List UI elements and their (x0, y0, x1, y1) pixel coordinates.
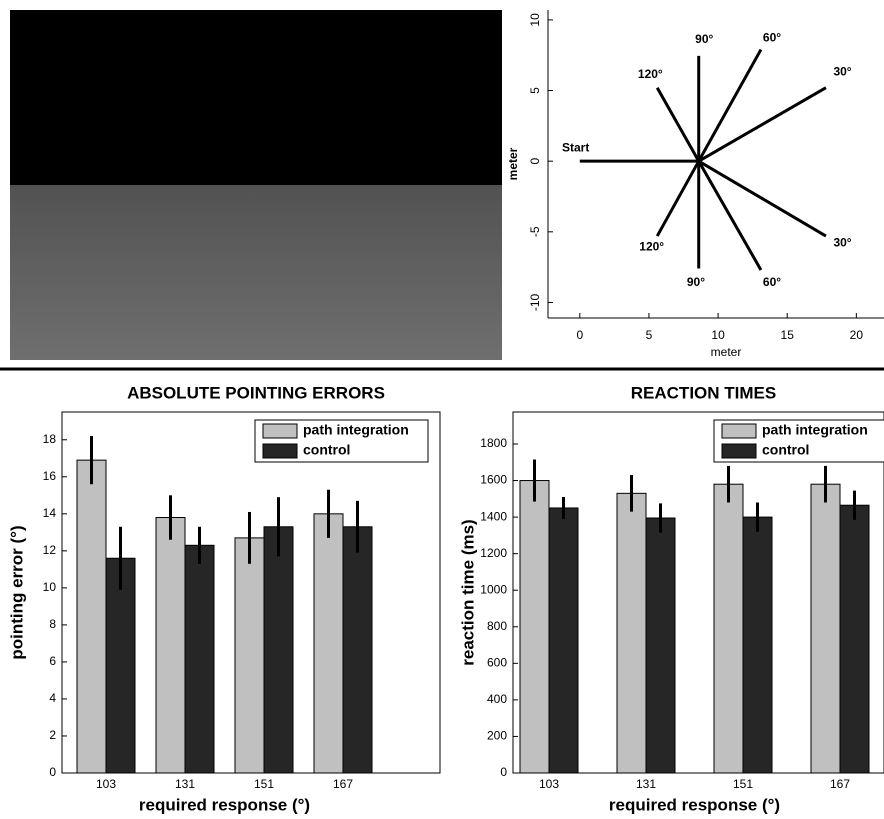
bar (742, 516, 773, 774)
y-tick-label: 18 (43, 432, 57, 446)
y-tick-label: 2 (49, 728, 56, 742)
legend-swatch (721, 423, 757, 439)
legend-swatch (262, 443, 298, 459)
bar (519, 480, 550, 774)
bar (105, 557, 136, 774)
x-tick-label: 167 (333, 777, 353, 791)
ground (10, 185, 502, 360)
bar (263, 526, 294, 774)
y-tick-label: 16 (43, 469, 57, 483)
annotation: 30° (833, 64, 851, 78)
x-tick-label: 20 (850, 328, 864, 342)
path-line (655, 86, 701, 162)
bar (713, 483, 744, 774)
x-tick-label: 151 (733, 777, 753, 791)
y-tick-label: 5 (528, 87, 542, 94)
x-tick-label: 131 (175, 777, 195, 791)
sky (10, 10, 502, 185)
y-tick-label: 6 (49, 654, 56, 668)
y-tick-label: 400 (487, 692, 507, 706)
path-line (697, 159, 827, 238)
y-tick-label: 800 (487, 619, 507, 633)
annotation: 120° (638, 67, 663, 81)
bar (234, 537, 265, 774)
y-tick-label: 0 (528, 158, 542, 165)
y-axis-label: meter (506, 147, 520, 180)
plot-frame (512, 411, 884, 774)
bar (616, 492, 647, 774)
bar (645, 517, 676, 774)
annotation: 60° (763, 275, 781, 289)
x-tick-label: 0 (576, 328, 583, 342)
legend-label: control (303, 442, 350, 458)
y-axis-label: reaction time (ms) (458, 519, 477, 665)
bar (155, 517, 186, 774)
y-tick-label: 600 (487, 656, 507, 670)
y-tick-label: 0 (49, 765, 56, 779)
x-tick-label: 10 (711, 328, 725, 342)
legend-label: path integration (762, 422, 868, 438)
annotation: 60° (763, 30, 781, 44)
bar (342, 526, 373, 774)
bar (313, 513, 344, 774)
annotation: 90° (687, 275, 705, 289)
x-tick-label: 15 (781, 328, 795, 342)
y-tick-label: 4 (49, 691, 56, 705)
annotation: 120° (639, 240, 664, 254)
y-tick-label: 1800 (480, 436, 507, 450)
y-tick-label: 10 (43, 580, 57, 594)
t: REACTION TIMES (631, 383, 776, 402)
y-axis-label: pointing error (°) (7, 525, 26, 659)
y-tick-label: 10 (528, 13, 542, 27)
path-line (697, 48, 763, 162)
y-tick-label: 14 (43, 506, 57, 520)
x-axis-label: meter (711, 345, 742, 359)
legend-label: control (762, 442, 809, 458)
t: ABSOLUTE POINTING ERRORS (127, 383, 385, 402)
bar (810, 483, 841, 774)
y-tick-label: 8 (49, 617, 56, 631)
scene-image (10, 10, 502, 360)
x-tick-label: 131 (636, 777, 656, 791)
y-tick-label: 200 (487, 729, 507, 743)
y-tick-label: -10 (528, 293, 542, 311)
x-tick-label: 5 (646, 328, 653, 342)
y-tick-label: -5 (528, 226, 542, 237)
x-tick-label: 103 (539, 777, 559, 791)
path-line (697, 86, 827, 163)
bar (184, 544, 215, 774)
legend-swatch (262, 423, 298, 439)
bar (548, 507, 579, 774)
y-tick-label: 1000 (480, 582, 507, 596)
y-tick-label: 12 (43, 543, 57, 557)
x-tick-label: 167 (830, 777, 850, 791)
y-tick-label: 1200 (480, 546, 507, 560)
bar (839, 504, 870, 774)
x-axis-label: required response (°) (139, 795, 310, 814)
x-axis-label: required response (°) (609, 795, 780, 814)
annotation: 90° (695, 32, 713, 46)
y-tick-label: 1400 (480, 509, 507, 523)
y-tick-label: 1600 (480, 473, 507, 487)
path-line (655, 160, 701, 237)
path-line (697, 160, 763, 271)
x-tick-label: 103 (96, 777, 116, 791)
bar (76, 459, 107, 774)
legend-label: path integration (303, 422, 409, 438)
legend-swatch (721, 443, 757, 459)
annotation: Start (562, 141, 589, 155)
annotation: 30° (833, 235, 851, 249)
y-tick-label: 0 (500, 765, 507, 779)
x-tick-label: 151 (254, 777, 274, 791)
